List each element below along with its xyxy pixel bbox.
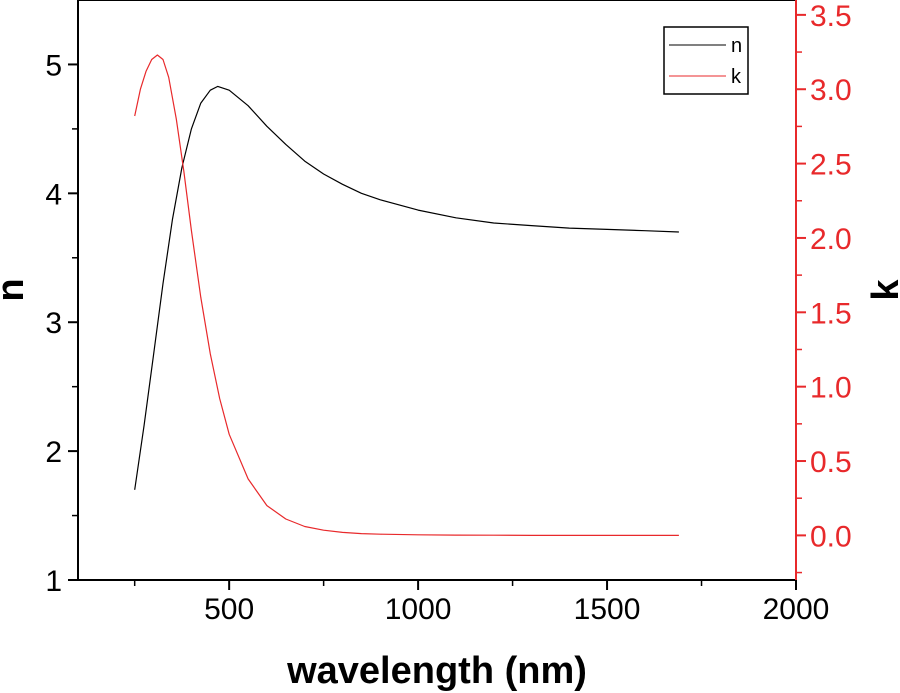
y-right-tick-label: 1.0 [810, 372, 852, 405]
y-left-tick-label: 2 [45, 436, 62, 469]
y-axis-left-title: n [0, 278, 32, 301]
y-right-tick-label: 2.0 [810, 223, 852, 256]
x-tick-label: 2000 [763, 593, 830, 626]
x-axis-title: wavelength (nm) [286, 650, 587, 692]
y-left-tick-label: 4 [45, 178, 62, 211]
legend: n k [663, 26, 749, 95]
x-axis: 500 1000 1500 2000 [133, 580, 830, 626]
y-right-tick-label: 2.5 [810, 149, 852, 182]
legend-box [663, 26, 749, 95]
y-axis-left: 1 2 3 4 5 [45, 49, 78, 598]
legend-label-k: k [731, 66, 742, 88]
y-left-tick-label: 5 [45, 49, 62, 82]
y-axis-right: 0.0 0.5 1.0 1.5 2.0 2.5 3.0 3.5 [795, 0, 852, 580]
series-line-k [134, 54, 679, 537]
y-right-tick-label: 3.5 [810, 0, 852, 33]
y-right-tick-label: 0.5 [810, 446, 852, 479]
y-right-tick-label: 1.5 [810, 297, 852, 330]
x-tick-label: 1000 [385, 593, 452, 626]
legend-label-n: n [731, 35, 742, 57]
y-left-tick-label: 1 [45, 565, 62, 598]
x-tick-label: 500 [204, 593, 254, 626]
y-axis-right-title: k [865, 279, 900, 301]
y-left-tick-label: 3 [45, 307, 62, 340]
y-right-tick-label: 3.0 [810, 74, 852, 107]
series-line-n [134, 85, 679, 490]
x-tick-label: 1500 [574, 593, 641, 626]
y-right-tick-label: 0.0 [810, 520, 852, 553]
series-layer [134, 54, 679, 537]
